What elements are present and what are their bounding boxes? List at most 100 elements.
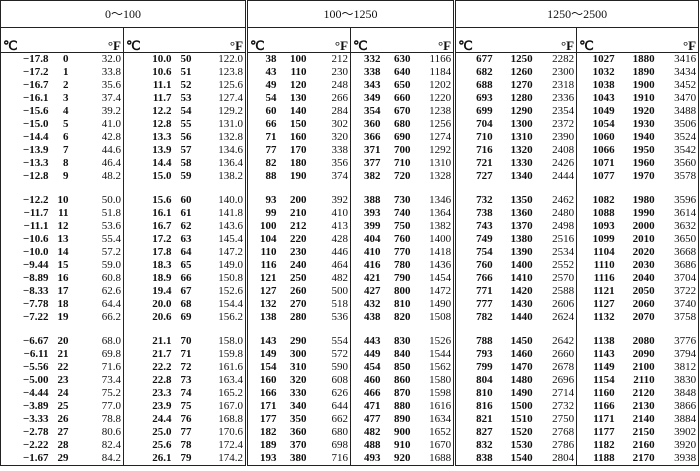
celsius-value: 1043 xyxy=(576,92,617,105)
reference-value: 770 xyxy=(394,246,411,258)
celsius-value: 13.9 xyxy=(123,144,174,157)
celsius-value: −15.6 xyxy=(22,105,49,117)
fahrenheit-value: 1526 xyxy=(429,335,452,347)
reference-value: 29 xyxy=(57,452,69,464)
reference-value: 13 xyxy=(57,233,69,245)
celsius-value: 82 xyxy=(245,157,279,170)
celsius-value: 399 xyxy=(350,220,383,233)
fahrenheit-value: 1598 xyxy=(429,387,452,399)
reference-value: 51 xyxy=(180,66,192,78)
fahrenheit-value: 129.2 xyxy=(218,105,244,117)
reference-value: 0 xyxy=(63,53,69,65)
reference-value: 56 xyxy=(180,131,192,143)
reference-value: 130 xyxy=(290,92,307,104)
fahrenheit-value: 3848 xyxy=(674,387,697,399)
celsius-value: 821 xyxy=(453,413,495,426)
fahrenheit-value: 3902 xyxy=(674,426,697,438)
celsius-value: 493 xyxy=(350,452,383,466)
reference-value: 2050 xyxy=(632,285,655,297)
fahrenheit-header: °F xyxy=(193,27,247,53)
fahrenheit-value: 3758 xyxy=(674,311,697,323)
celsius-value: 189 xyxy=(245,439,279,452)
reference-value: 1500 xyxy=(510,400,533,412)
celsius-value: 793 xyxy=(453,348,495,361)
reference-value: 79 xyxy=(180,452,192,464)
fahrenheit-value: 1274 xyxy=(429,131,452,143)
reference-value: 72 xyxy=(180,361,192,373)
reference-value: 70 xyxy=(180,335,192,347)
fahrenheit-value: 212 xyxy=(331,53,349,65)
celsius-value: −5.00 xyxy=(22,374,49,386)
celsius-value: 1160 xyxy=(576,387,617,400)
celsius-value: −17.2 xyxy=(22,66,49,78)
reference-value: 1360 xyxy=(510,207,533,219)
celsius-value: 182 xyxy=(245,426,279,439)
celsius-value: 693 xyxy=(453,92,495,105)
fahrenheit-value: 174.2 xyxy=(218,452,244,464)
fahrenheit-value: 1688 xyxy=(429,452,452,464)
celsius-value: 23.9 xyxy=(123,400,174,413)
spacer xyxy=(495,324,535,335)
reference-value: 1520 xyxy=(510,426,533,438)
reference-value: 1990 xyxy=(632,207,655,219)
celsius-value: 743 xyxy=(453,220,495,233)
fahrenheit-value: 3614 xyxy=(674,207,697,219)
reference-value: 5 xyxy=(63,118,69,130)
reference-value: 650 xyxy=(394,79,411,91)
reference-value: 2100 xyxy=(632,361,655,373)
fahrenheit-value: 64.4 xyxy=(101,298,121,310)
celsius-value: 160 xyxy=(245,374,279,387)
fahrenheit-value: 51.8 xyxy=(101,207,121,219)
celsius-value: −3.33 xyxy=(22,413,49,425)
celsius-value: 838 xyxy=(453,452,495,466)
celsius-value: 1116 xyxy=(576,272,617,285)
reference-value: 1340 xyxy=(510,170,533,182)
celsius-value: 1171 xyxy=(576,413,617,426)
celsius-value: 393 xyxy=(350,207,383,220)
fahrenheit-value: 518 xyxy=(331,298,349,310)
fahrenheit-value: 1220 xyxy=(429,92,452,104)
fahrenheit-value: 136.4 xyxy=(218,157,244,169)
fahrenheit-value: 59.0 xyxy=(101,259,121,271)
reference-value: 1470 xyxy=(510,361,533,373)
celsius-value: 382 xyxy=(350,170,383,183)
celsius-value: 677 xyxy=(453,52,495,66)
fahrenheit-value: 3830 xyxy=(674,374,697,386)
fahrenheit-value: 1166 xyxy=(429,53,452,65)
celsius-value: 177 xyxy=(245,413,279,426)
reference-value: 1380 xyxy=(510,233,533,245)
fahrenheit-value: 39.2 xyxy=(101,105,121,117)
reference-value: 73 xyxy=(180,374,192,386)
celsius-value: 1143 xyxy=(576,348,617,361)
fahrenheit-value: 2372 xyxy=(552,118,575,130)
section-title: 100～1250 xyxy=(245,0,455,28)
celsius-value: 788 xyxy=(453,335,495,348)
reference-value: 1910 xyxy=(632,92,655,104)
reference-value: 900 xyxy=(394,426,411,438)
celsius-value: 416 xyxy=(350,259,383,272)
reference-value: 1440 xyxy=(510,311,533,323)
fahrenheit-value: 55.4 xyxy=(101,233,121,245)
celsius-value: 688 xyxy=(453,79,495,92)
spacer xyxy=(383,324,413,335)
fahrenheit-value: 57.2 xyxy=(101,246,121,258)
fahrenheit-value: 1472 xyxy=(429,285,452,297)
spacer xyxy=(194,324,247,335)
fahrenheit-value: 77.0 xyxy=(101,400,121,412)
fahrenheit-value: 123.8 xyxy=(218,66,244,78)
celsius-value: 460 xyxy=(350,374,383,387)
celsius-value: 110 xyxy=(245,246,279,259)
fahrenheit-value: 1382 xyxy=(429,220,452,232)
reference-value: 4 xyxy=(63,105,69,117)
celsius-value: −12.2 xyxy=(22,194,49,206)
fahrenheit-value: 44.6 xyxy=(101,144,121,156)
fahrenheit-value: 167.0 xyxy=(218,400,244,412)
reference-value: 17 xyxy=(57,285,69,297)
fahrenheit-value: 42.8 xyxy=(101,131,121,143)
blank-header xyxy=(50,27,71,53)
celsius-value: 777 xyxy=(453,298,495,311)
reference-value: 220 xyxy=(290,233,307,245)
spacer xyxy=(309,324,351,335)
fahrenheit-value: 2408 xyxy=(552,144,575,156)
fahrenheit-value: 392 xyxy=(331,194,349,206)
